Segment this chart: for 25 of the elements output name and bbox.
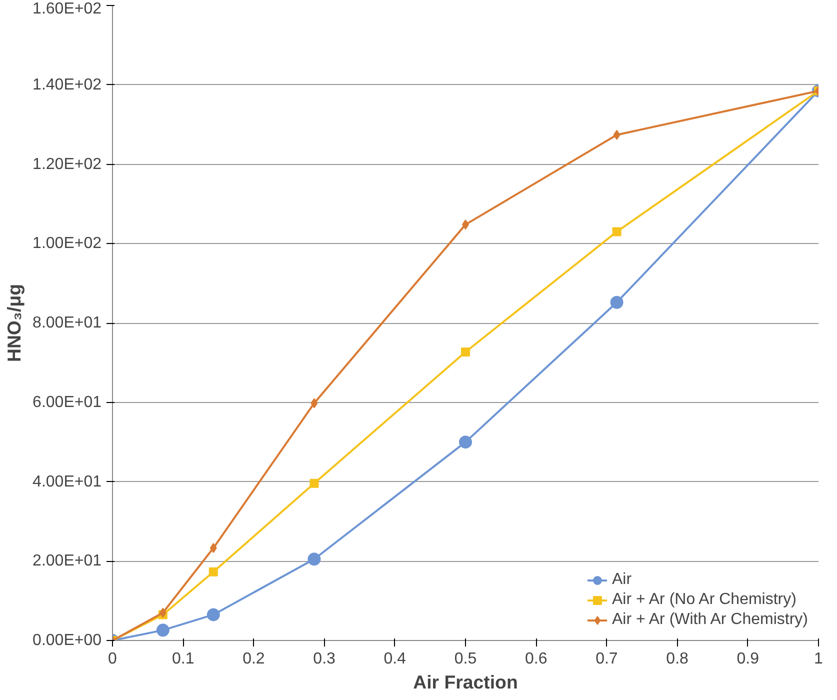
x-tick-label: 1 [814,650,824,668]
x-tick-label: 0.9 [736,650,760,668]
y-tick-label: 1.60E+02 [32,0,102,18]
legend-label: Air + Ar (With Ar Chemistry) [612,611,808,629]
x-tick-label: 0 [108,650,118,668]
x-tick-label: 0.4 [384,650,406,668]
x-tick-label: 0.8 [666,650,689,668]
x-tick-label: 0.5 [454,650,477,668]
y-tick-label: 1.40E+02 [32,76,102,94]
y-tick-label: 0.00E+00 [32,632,102,649]
y-tick-label: 1.20E+02 [32,156,102,173]
x-tick-label: 0.2 [242,650,265,668]
legend-label: Air [612,571,632,589]
x-tick-label: 0.7 [596,650,618,668]
x-tick-label: 0.6 [524,650,548,668]
y-tick-label: 8.00E+01 [32,314,102,332]
y-tick-label: 4.00E+01 [32,473,102,490]
x-tick-label: 0.3 [313,650,336,668]
x-axis-title: Air Fraction [413,672,518,692]
y-tick-label: 2.00E+01 [32,552,102,570]
legend-label: Air + Ar (No Ar Chemistry) [612,591,796,609]
y-tick-label: 1.00E+02 [32,235,102,252]
x-tick-label: 0.1 [172,650,194,668]
y-axis-title: HNO₃/μg [4,284,25,362]
y-tick-label: 6.00E+01 [32,394,102,411]
